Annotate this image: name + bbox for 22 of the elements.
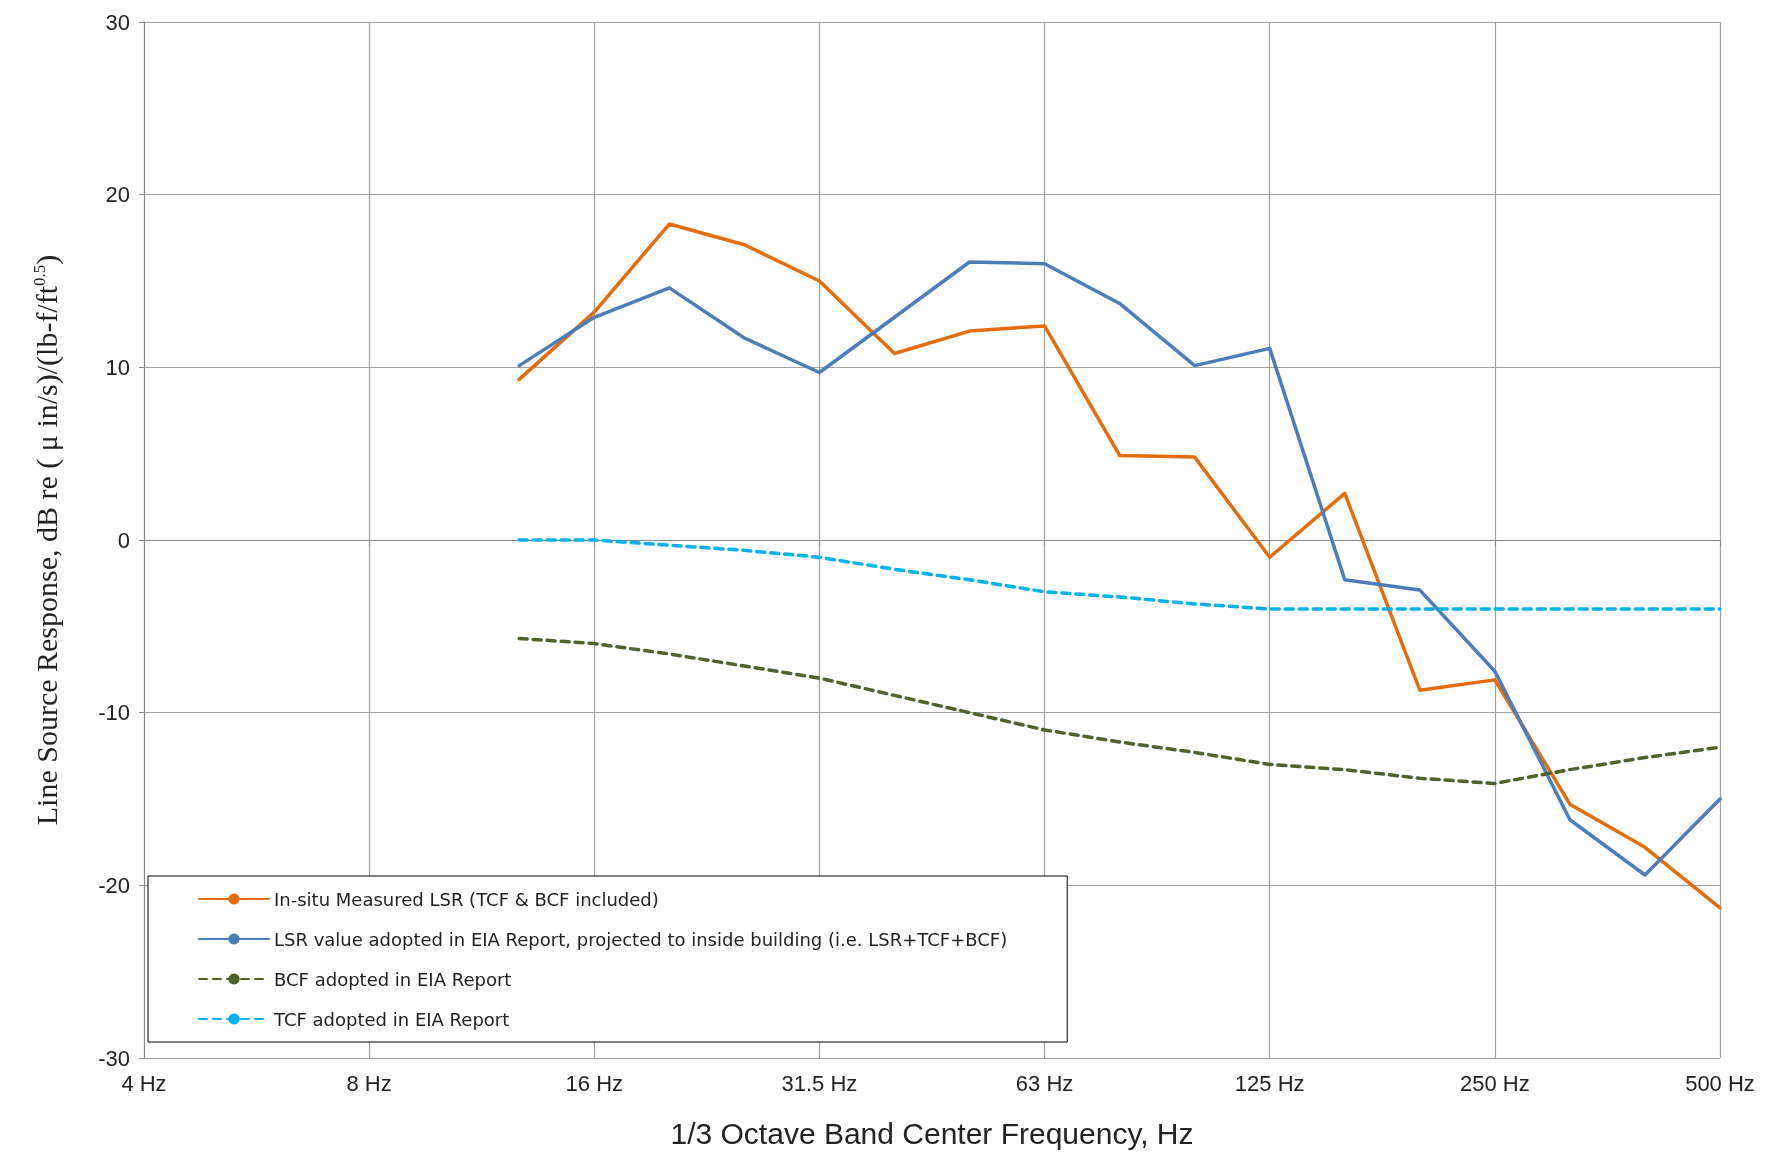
line-series: [517, 538, 1722, 611]
y-tick-label: 30: [105, 9, 130, 35]
y-tick-label: -30: [98, 1045, 130, 1071]
y-tick-label: 0: [117, 527, 130, 553]
x-axis-title: 1/3 Octave Band Center Frequency, Hz: [670, 1116, 1194, 1150]
y-tick-label: 20: [105, 182, 130, 208]
x-tick-label: 8 Hz: [346, 1070, 392, 1096]
x-tick-label: 500 Hz: [1685, 1070, 1755, 1096]
x-tick-label: 16 Hz: [565, 1070, 624, 1096]
x-tick-label: 63 Hz: [1015, 1070, 1074, 1096]
y-axis-title: Line Source Response, dB re ( μ in/s)/(lb-f/ft0.5): [30, 254, 64, 826]
legend-label: TCF adopted in EIA Report: [273, 1008, 510, 1030]
legend-label: BCF adopted in EIA Report: [274, 968, 512, 990]
x-tick-label: 250 Hz: [1460, 1070, 1530, 1096]
y-tick-label: -10: [98, 700, 130, 726]
x-tick-label: 4 Hz: [121, 1070, 167, 1096]
x-tick-label: 125 Hz: [1234, 1070, 1305, 1096]
y-tick-label: 10: [105, 354, 130, 380]
x-tick-label: 31.5 Hz: [781, 1070, 858, 1096]
legend-label: In-situ Measured LSR (TCF & BCF included): [274, 888, 659, 910]
legend-label: LSR value adopted in EIA Report, projected to inside building (i.e. LSR+TCF+BCF): [274, 928, 1008, 950]
y-tick-label: -20: [98, 872, 130, 898]
